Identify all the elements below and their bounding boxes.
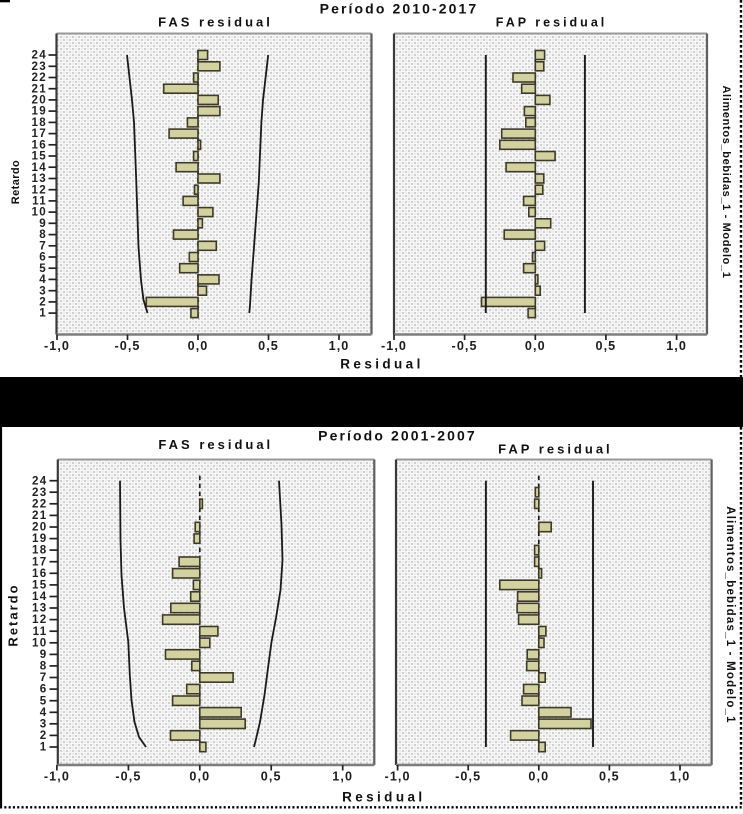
svg-text:10: 10 bbox=[32, 206, 48, 219]
svg-text:FAP residual: FAP residual bbox=[498, 442, 613, 457]
svg-text:15: 15 bbox=[32, 579, 48, 592]
svg-text:16: 16 bbox=[32, 567, 48, 580]
svg-text:1,0: 1,0 bbox=[332, 770, 353, 784]
svg-text:19: 19 bbox=[32, 532, 48, 545]
svg-text:20: 20 bbox=[32, 94, 48, 107]
svg-text:1: 1 bbox=[40, 741, 48, 754]
svg-text:11: 11 bbox=[32, 195, 47, 208]
svg-text:16: 16 bbox=[32, 138, 48, 151]
svg-text:3: 3 bbox=[40, 717, 48, 730]
svg-text:9: 9 bbox=[40, 648, 48, 661]
svg-text:Retardo: Retardo bbox=[6, 583, 21, 646]
svg-text:4: 4 bbox=[40, 706, 48, 719]
svg-text:Residual: Residual bbox=[342, 790, 425, 805]
svg-text:18: 18 bbox=[32, 116, 48, 129]
svg-text:0,5: 0,5 bbox=[258, 339, 279, 353]
svg-text:-1,0: -1,0 bbox=[385, 770, 411, 784]
svg-text:12: 12 bbox=[32, 183, 48, 196]
svg-text:1,0: 1,0 bbox=[670, 770, 691, 784]
svg-text:0,5: 0,5 bbox=[261, 770, 282, 784]
svg-text:21: 21 bbox=[32, 509, 48, 522]
svg-text:17: 17 bbox=[32, 127, 48, 140]
svg-text:-1,0: -1,0 bbox=[381, 339, 407, 353]
svg-text:9: 9 bbox=[39, 217, 47, 230]
svg-text:4: 4 bbox=[39, 273, 47, 286]
svg-text:Alimentos_bebidas_1 - Modelo_1: Alimentos_bebidas_1 - Modelo_1 bbox=[720, 85, 732, 278]
svg-text:0,0: 0,0 bbox=[525, 339, 546, 353]
svg-text:0,0: 0,0 bbox=[189, 770, 210, 784]
svg-text:15: 15 bbox=[32, 150, 48, 163]
svg-text:10: 10 bbox=[32, 636, 48, 649]
svg-text:2: 2 bbox=[39, 296, 47, 309]
svg-text:6: 6 bbox=[39, 251, 47, 264]
svg-text:FAP residual: FAP residual bbox=[496, 16, 608, 30]
svg-text:5: 5 bbox=[39, 262, 47, 275]
svg-text:Retardo: Retardo bbox=[10, 160, 22, 204]
svg-text:18: 18 bbox=[32, 544, 48, 557]
svg-text:6: 6 bbox=[40, 683, 48, 696]
svg-text:21: 21 bbox=[32, 82, 48, 95]
svg-text:14: 14 bbox=[32, 161, 48, 174]
svg-text:7: 7 bbox=[39, 239, 47, 252]
svg-text:11: 11 bbox=[33, 625, 48, 638]
svg-text:22: 22 bbox=[32, 71, 48, 84]
svg-text:-0,5: -0,5 bbox=[455, 770, 481, 784]
svg-text:2: 2 bbox=[40, 729, 48, 742]
svg-text:-1,0: -1,0 bbox=[44, 339, 70, 353]
svg-text:1,0: 1,0 bbox=[666, 339, 687, 353]
svg-text:24: 24 bbox=[32, 474, 48, 487]
svg-text:20: 20 bbox=[32, 521, 48, 534]
svg-text:Alimentos_bebidas_1 - Modelo_1: Alimentos_bebidas_1 - Modelo_1 bbox=[724, 506, 736, 724]
svg-text:Período 2010-2017: Período 2010-2017 bbox=[320, 1, 479, 17]
svg-text:FAS residual: FAS residual bbox=[158, 15, 273, 30]
svg-text:12: 12 bbox=[32, 613, 48, 626]
svg-text:FAS residual: FAS residual bbox=[158, 437, 273, 452]
svg-text:22: 22 bbox=[32, 497, 48, 510]
svg-text:-0,5: -0,5 bbox=[114, 339, 140, 353]
svg-text:13: 13 bbox=[32, 172, 48, 185]
svg-text:1: 1 bbox=[39, 307, 47, 320]
svg-text:0,0: 0,0 bbox=[188, 339, 209, 353]
svg-text:0,5: 0,5 bbox=[595, 339, 616, 353]
svg-text:19: 19 bbox=[32, 105, 48, 118]
svg-text:24: 24 bbox=[32, 49, 48, 62]
svg-text:1,0: 1,0 bbox=[329, 339, 350, 353]
svg-text:-0,5: -0,5 bbox=[115, 770, 141, 784]
svg-text:-0,5: -0,5 bbox=[452, 339, 478, 353]
svg-text:23: 23 bbox=[32, 60, 48, 73]
svg-text:Período 2001-2007: Período 2001-2007 bbox=[318, 428, 477, 444]
svg-text:23: 23 bbox=[32, 486, 48, 499]
svg-text:0,0: 0,0 bbox=[528, 770, 549, 784]
svg-text:13: 13 bbox=[32, 602, 48, 615]
svg-text:8: 8 bbox=[40, 660, 48, 673]
svg-text:7: 7 bbox=[40, 671, 48, 684]
svg-text:-1,0: -1,0 bbox=[44, 770, 70, 784]
svg-text:17: 17 bbox=[32, 555, 48, 568]
svg-text:Residual: Residual bbox=[340, 357, 423, 372]
svg-text:14: 14 bbox=[32, 590, 48, 603]
svg-text:5: 5 bbox=[40, 694, 48, 707]
svg-text:8: 8 bbox=[39, 228, 47, 241]
svg-text:0,5: 0,5 bbox=[599, 770, 620, 784]
svg-text:3: 3 bbox=[39, 284, 47, 297]
